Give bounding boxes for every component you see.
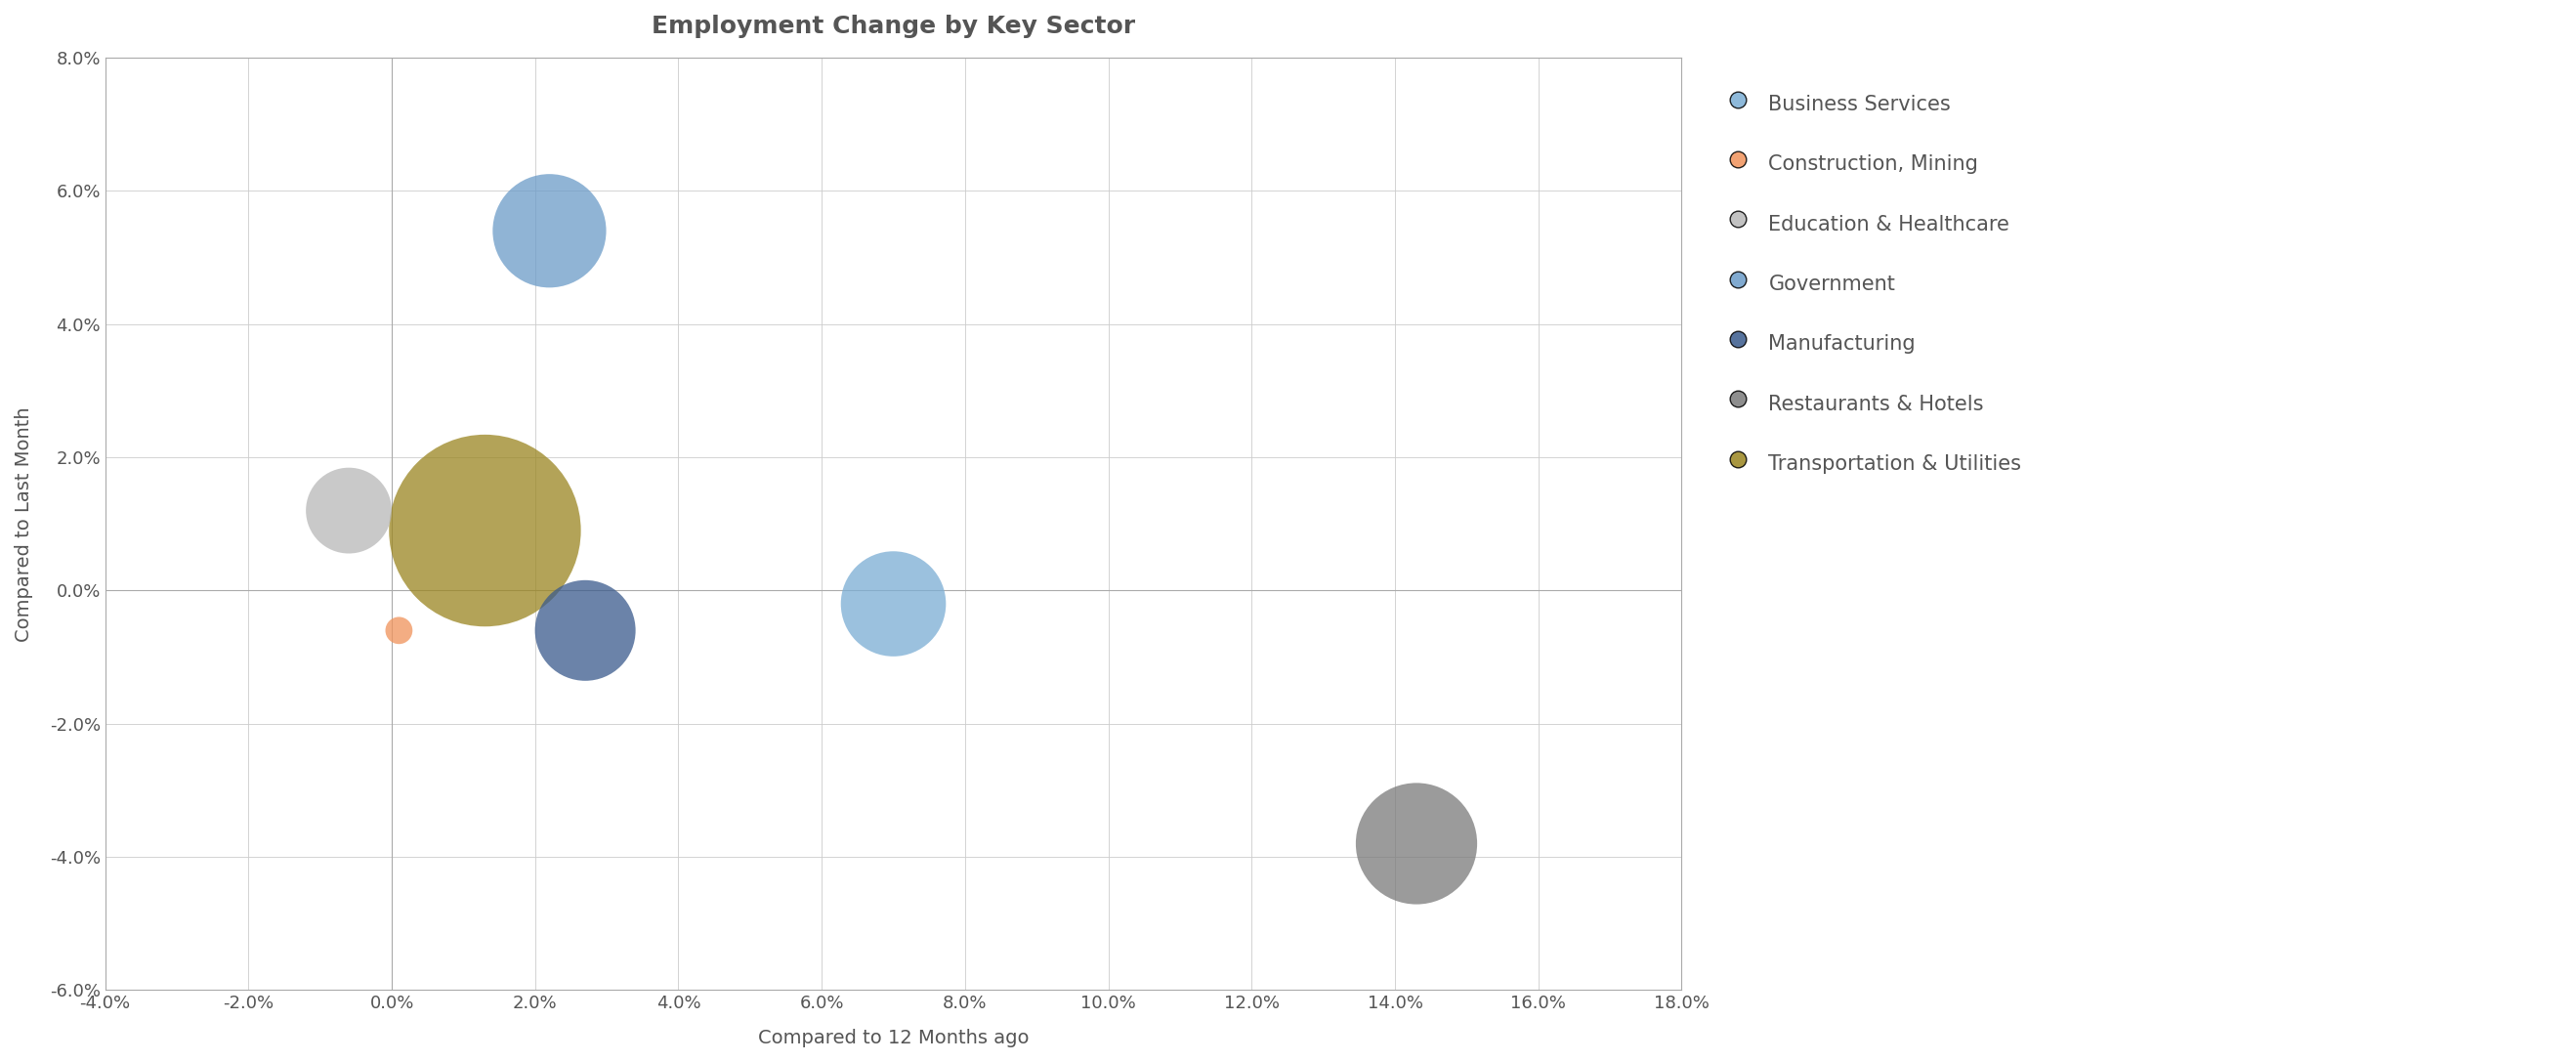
Y-axis label: Compared to Last Month: Compared to Last Month	[15, 407, 33, 641]
Point	[873, 596, 914, 613]
Point	[528, 222, 569, 239]
Point	[327, 502, 368, 519]
Legend: Business Services, Construction, Mining, Education & Healthcare, Government, Man: Business Services, Construction, Mining,…	[1708, 68, 2043, 499]
Point	[379, 622, 420, 639]
Point	[1396, 835, 1437, 852]
Point	[564, 622, 605, 639]
Title: Employment Change by Key Sector: Employment Change by Key Sector	[652, 15, 1136, 38]
X-axis label: Compared to 12 Months ago: Compared to 12 Months ago	[757, 1029, 1028, 1047]
Point	[464, 523, 505, 539]
